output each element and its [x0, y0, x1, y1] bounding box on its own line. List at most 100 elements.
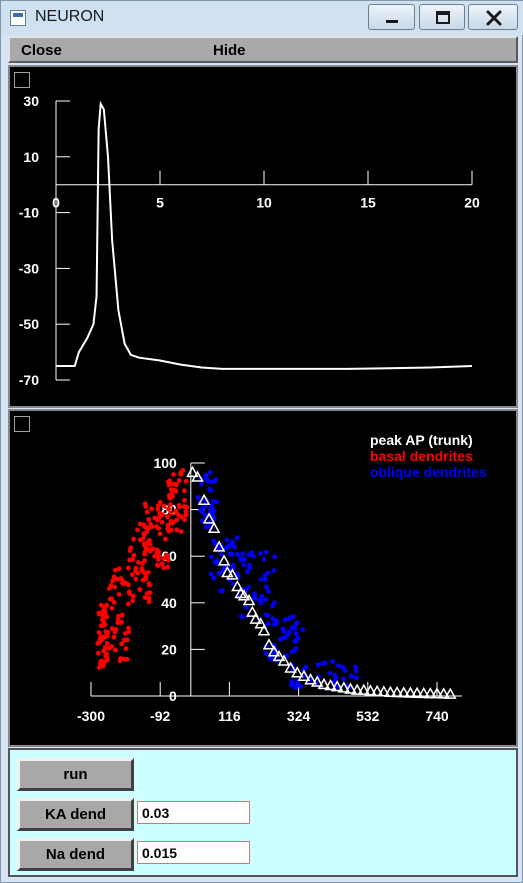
oblique-dendrite-point	[251, 595, 257, 601]
graph-menu-checkbox[interactable]	[14, 416, 30, 432]
na-dend-button[interactable]: Na dend	[17, 838, 134, 871]
trunk-peak-point	[357, 683, 371, 695]
basal-dendrite-point	[112, 629, 118, 635]
basal-dendrite-point	[119, 619, 124, 625]
maximize-icon	[436, 11, 450, 24]
basal-dendrite-point	[169, 487, 175, 493]
oblique-dendrite-point	[293, 631, 299, 637]
minimize-icon	[386, 20, 398, 23]
ka-dend-field[interactable]	[137, 801, 250, 824]
basal-dendrite-point	[183, 511, 189, 517]
basal-dendrite-point	[161, 565, 167, 571]
oblique-dendrite-point	[263, 651, 269, 656]
basal-dendrite-point	[95, 650, 101, 656]
basal-dendrite-point	[178, 529, 184, 535]
trunk-peak-point	[337, 681, 351, 693]
basal-dendrite-point	[149, 506, 154, 512]
basal-dendrite-point	[140, 577, 146, 583]
basal-dendrite-point	[142, 595, 148, 601]
voltage-graph-panel: 30 10 -10 -30 -50 -70 0 5 10 15 20	[8, 65, 518, 408]
oblique-dendrite-point	[225, 544, 231, 550]
voltage-trace-line	[56, 100, 473, 370]
oblique-dendrite-point	[199, 481, 205, 487]
basal-dendrite-point	[146, 599, 152, 605]
maximize-button[interactable]	[419, 4, 465, 30]
oblique-dendrite-point	[246, 552, 252, 558]
trunk-peak-point	[262, 638, 276, 650]
oblique-dendrite-point	[231, 544, 237, 550]
basal-dendrite-point	[109, 596, 115, 602]
oblique-dendrite-point	[295, 635, 301, 641]
oblique-dendrite-point	[353, 664, 359, 670]
voltage-trace-chart: 30 10 -10 -30 -50 -70 0 5 10 15 20	[19, 93, 480, 388]
oblique-dendrite-point	[200, 510, 206, 515]
oblique-dendrite-point	[262, 572, 268, 578]
menu-hide[interactable]: Hide	[213, 42, 246, 59]
oblique-dendrite-point	[288, 615, 294, 621]
trunk-peak-point	[344, 682, 357, 694]
basal-dendrite-point	[102, 622, 108, 627]
x-tick-label: -92	[150, 708, 170, 724]
basal-dendrite-point	[176, 478, 182, 483]
basal-dendrite-point	[174, 517, 180, 523]
x-tick-label: -300	[77, 708, 105, 724]
oblique-dendrite-point	[265, 621, 271, 627]
basal-dendrite-point	[174, 481, 179, 487]
oblique-dendrite-point	[262, 576, 268, 582]
basal-dendrite-point	[183, 478, 189, 484]
trunk-peak-point	[191, 470, 204, 482]
basal-dendrite-point	[139, 566, 145, 571]
x-tick-label: 532	[356, 708, 380, 724]
trunk-peak-point	[186, 465, 199, 478]
basal-dendrite-point	[116, 592, 122, 597]
na-dend-field[interactable]	[137, 841, 250, 864]
basal-dendrite-point	[155, 563, 161, 568]
basal-dendrite-point	[167, 495, 173, 501]
oblique-dendrite-point	[219, 552, 224, 557]
close-icon	[486, 10, 502, 26]
basal-dendrite-point	[161, 555, 166, 561]
y-tick-label: 20	[161, 641, 177, 657]
oblique-dendrite-point	[272, 554, 278, 560]
basal-dendrite-point	[123, 646, 129, 652]
run-button[interactable]: run	[17, 758, 134, 791]
basal-dendrite-point	[157, 531, 163, 537]
oblique-dendrite-point	[246, 584, 252, 590]
basal-dendrite-point	[182, 517, 188, 523]
basal-dendrite-point	[143, 541, 148, 547]
menu-close[interactable]: Close	[21, 42, 62, 59]
basal-dendrite-point	[181, 488, 187, 494]
oblique-dendrite-point	[258, 551, 264, 556]
basal-dendrite-point	[120, 581, 126, 587]
ka-dend-button[interactable]: KA dend	[17, 798, 134, 831]
basal-dendrite-point	[131, 553, 137, 558]
graph-menu-checkbox[interactable]	[14, 72, 30, 88]
oblique-dendrite-point	[315, 662, 321, 668]
basal-dendrite-point	[135, 527, 140, 533]
basal-dendrite-point	[156, 514, 162, 520]
legend-entry: basal dendrites	[370, 448, 473, 464]
oblique-dendrite-point	[333, 675, 339, 680]
basal-dendrite-point	[101, 662, 106, 668]
basal-dendrite-point	[102, 605, 108, 610]
minimize-button[interactable]	[368, 4, 415, 30]
close-button[interactable]	[468, 4, 518, 30]
basal-dendrite-point	[125, 601, 131, 607]
oblique-dendrite-point	[282, 635, 288, 640]
oblique-dendrite-point	[289, 679, 295, 684]
trunk-peak-point	[430, 687, 444, 699]
basal-dendrite-point	[142, 558, 148, 563]
basal-dendrite-point	[130, 598, 136, 604]
oblique-dendrite-point	[250, 553, 256, 559]
trunk-peak-point	[246, 605, 259, 617]
basal-dendrite-point	[150, 546, 156, 552]
oblique-dendrite-point	[259, 593, 265, 599]
basal-dendrite-point	[127, 589, 132, 595]
trunk-peak-point	[197, 493, 211, 506]
trunk-peak-point	[304, 673, 317, 685]
oblique-dendrite-point	[258, 577, 264, 582]
trunk-peak-point	[404, 686, 417, 698]
basal-dendrite-point	[119, 612, 125, 618]
y-tick-label: 100	[153, 455, 177, 471]
oblique-dendrite-point	[354, 675, 360, 681]
